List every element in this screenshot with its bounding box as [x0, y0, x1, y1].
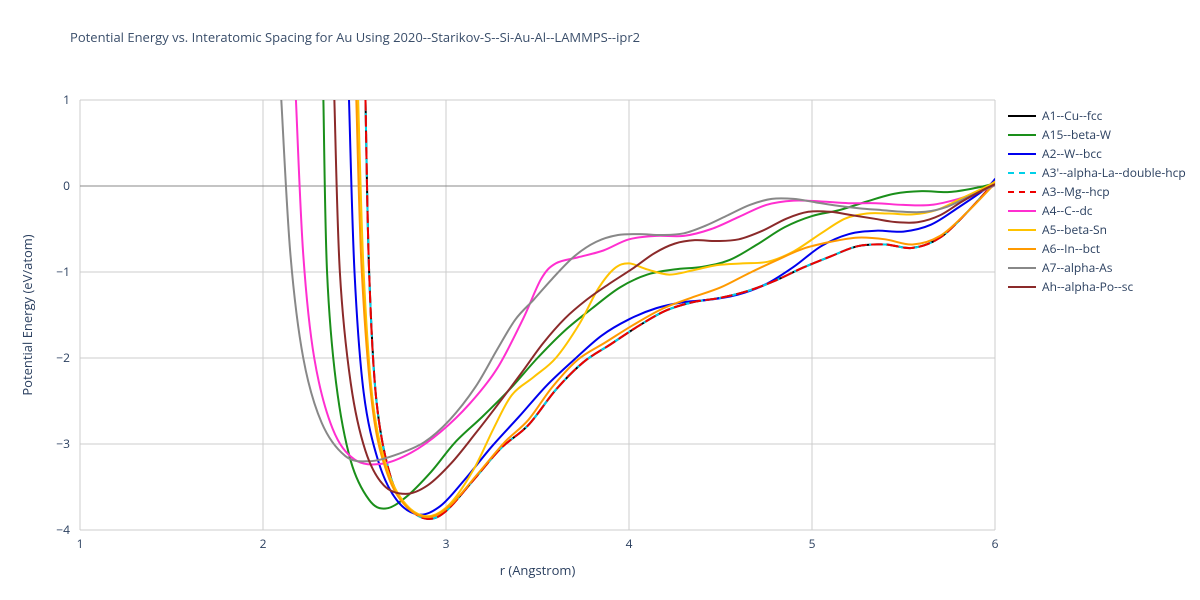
- legend-label: Ah--alpha-Po--sc: [1042, 278, 1133, 295]
- x-axis-label: r (Angstrom): [500, 561, 576, 579]
- legend-swatch: [1008, 286, 1036, 288]
- x-tick-label: 2: [260, 535, 267, 552]
- series-line: [356, 100, 995, 517]
- legend-swatch: [1008, 191, 1036, 193]
- legend-swatch: [1008, 172, 1036, 174]
- legend-item[interactable]: A6--In--bct: [1008, 239, 1186, 258]
- x-tick-label: 5: [809, 535, 816, 552]
- legend-swatch: [1008, 210, 1036, 212]
- legend: A1--Cu--fcc A15--beta-W A2--W--bcc A3'--alp…: [1008, 106, 1186, 296]
- legend-item[interactable]: A3'--alpha-La--double-hcp: [1008, 163, 1186, 182]
- legend-swatch: [1008, 267, 1036, 269]
- legend-label: A4--C--dc: [1042, 202, 1093, 219]
- series-line: [323, 100, 995, 509]
- legend-label: A5--beta-Sn: [1042, 221, 1107, 238]
- y-tick-label: 0: [63, 177, 70, 194]
- series-line: [296, 100, 995, 464]
- legend-swatch: [1008, 115, 1036, 117]
- legend-label: A3--Mg--hcp: [1042, 183, 1110, 200]
- legend-swatch: [1008, 153, 1036, 155]
- series-line: [365, 100, 995, 519]
- legend-swatch: [1008, 134, 1036, 136]
- series-line: [365, 100, 995, 519]
- legend-swatch: [1008, 229, 1036, 231]
- x-tick-label: 4: [626, 535, 633, 552]
- x-tick-label: 3: [443, 535, 450, 552]
- legend-label: A2--W--bcc: [1042, 145, 1102, 162]
- y-axis-label: Potential Energy (eV/atom): [18, 234, 36, 395]
- x-tick-label: 6: [992, 535, 999, 552]
- legend-label: A7--alpha-As: [1042, 259, 1112, 276]
- legend-swatch: [1008, 248, 1036, 250]
- series-line: [358, 100, 995, 516]
- legend-label: A15--beta-W: [1042, 126, 1111, 143]
- legend-item[interactable]: A2--W--bcc: [1008, 144, 1186, 163]
- legend-item[interactable]: Ah--alpha-Po--sc: [1008, 277, 1186, 296]
- y-tick-label: 1: [63, 91, 70, 108]
- legend-item[interactable]: A3--Mg--hcp: [1008, 182, 1186, 201]
- y-tick-label: −3: [56, 435, 70, 452]
- legend-item[interactable]: A5--beta-Sn: [1008, 220, 1186, 239]
- legend-item[interactable]: A15--beta-W: [1008, 125, 1186, 144]
- legend-label: A1--Cu--fcc: [1042, 107, 1102, 124]
- legend-item[interactable]: A7--alpha-As: [1008, 258, 1186, 277]
- legend-label: A6--In--bct: [1042, 240, 1100, 257]
- series-line: [365, 100, 995, 519]
- legend-item[interactable]: A4--C--dc: [1008, 201, 1186, 220]
- legend-label: A3'--alpha-La--double-hcp: [1042, 164, 1186, 181]
- chart-title: Potential Energy vs. Interatomic Spacing…: [70, 28, 640, 46]
- y-tick-label: −2: [56, 349, 70, 366]
- series-line: [281, 100, 995, 461]
- legend-item[interactable]: A1--Cu--fcc: [1008, 106, 1186, 125]
- chart-plot-area: 1 2 3 4 5 6 −4 −3 −2 −1 0 1 r (Angstrom) Potential En…: [0, 0, 1200, 600]
- y-tick-label: −1: [56, 263, 70, 280]
- x-tick-label: 1: [77, 535, 84, 552]
- y-tick-label: −4: [56, 521, 70, 538]
